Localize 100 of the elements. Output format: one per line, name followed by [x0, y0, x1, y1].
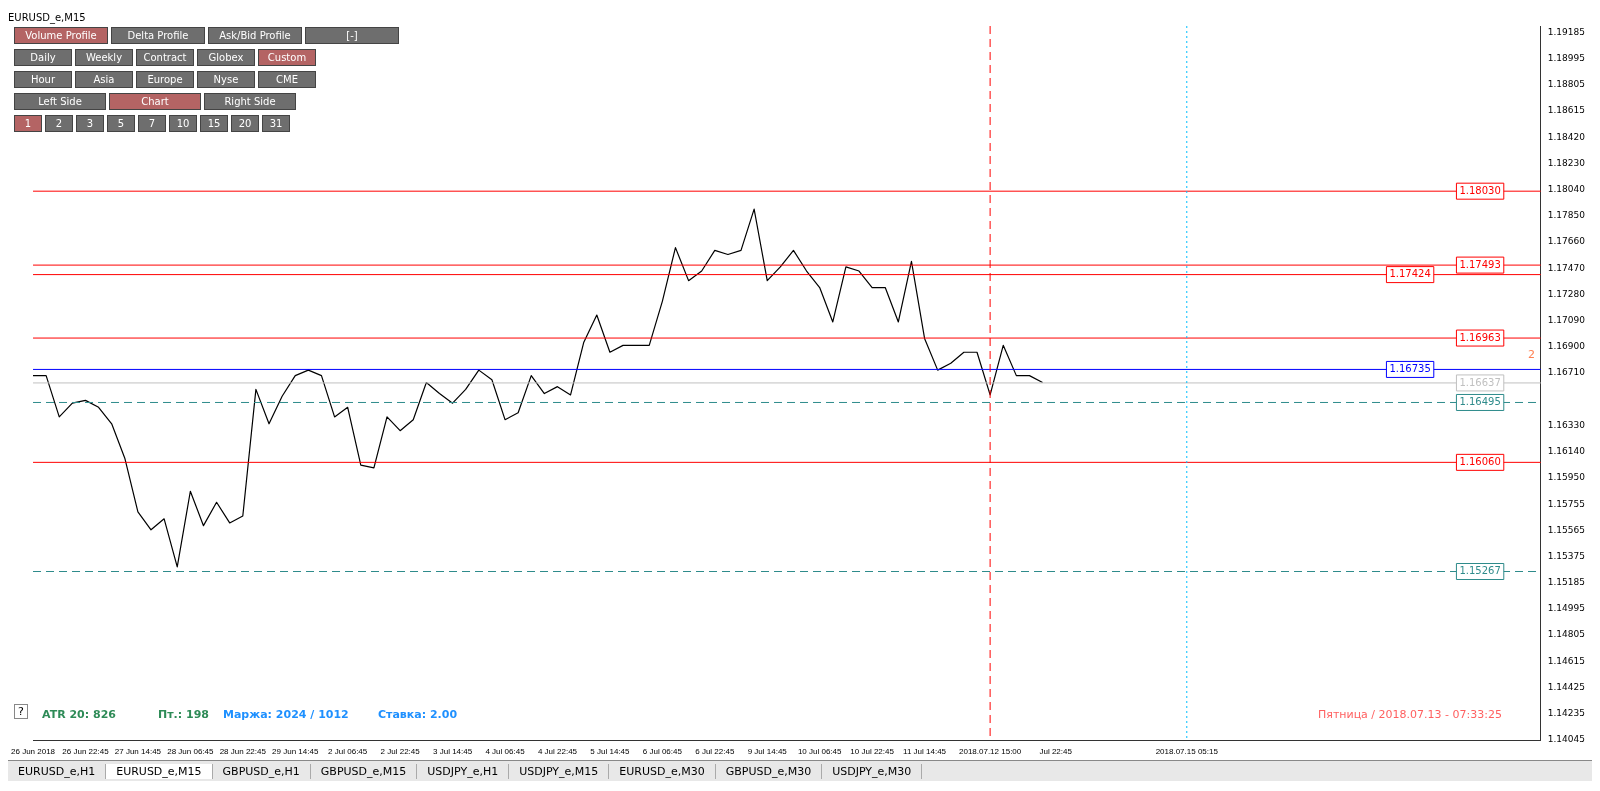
text: ? [14, 704, 28, 719]
annotation: ATR 20: 826 [42, 708, 116, 721]
button: Ask/Bid Profile [208, 27, 302, 44]
ref-line-label: 1.17493 [1459, 258, 1501, 270]
button: 5 [107, 115, 135, 132]
x-tick-label: 11 Jul 14:45 [903, 747, 947, 757]
button: Europe [136, 71, 194, 88]
y-tick-label: 1.19185 [1547, 26, 1585, 37]
y-tick-label: 1.17470 [1547, 262, 1586, 273]
ref-line-label: 1.18030 [1459, 184, 1501, 196]
x-tick-label: 4 Jul 06:45 [485, 747, 526, 757]
y-tick-label: 1.18040 [1547, 184, 1586, 195]
button: Delta Profile [111, 27, 205, 44]
button: 15 [200, 115, 228, 132]
x-tick-label: 28 Jun 06:45 [167, 747, 215, 757]
y-tick-label: 1.15950 [1547, 471, 1586, 482]
y-tick-label: 1.17850 [1547, 210, 1586, 221]
button: Globex [197, 49, 255, 66]
button: 31 [262, 115, 290, 132]
x-tick-label: 4 Jul 22:45 [537, 747, 578, 757]
ref-line-label: 1.16060 [1459, 455, 1501, 467]
button: CME [258, 71, 316, 88]
x-tick-label: 26 Jun 22:45 [62, 747, 110, 757]
y-tick-label: 1.17090 [1547, 314, 1586, 325]
x-tick-label: 10 Jul 06:45 [797, 747, 843, 757]
button: 1 [14, 115, 42, 132]
y-tick-label: 1.16140 [1547, 445, 1586, 456]
button: 7 [138, 115, 166, 132]
button: Custom [258, 49, 316, 66]
button: [-] [305, 27, 399, 44]
button: Contract [136, 49, 194, 66]
y-tick-label: 1.14045 [1547, 734, 1585, 745]
button: 20 [231, 115, 259, 132]
ref-line-label: 1.16637 [1459, 376, 1501, 388]
y-tick-label: 1.18995 [1547, 52, 1585, 63]
text: USDJPY_e,H1 [417, 763, 510, 779]
x-tick-label: 2 Jul 06:45 [328, 747, 368, 757]
y-tick-label: 1.15565 [1547, 524, 1585, 535]
x-tick-label: Jul 22:45 [1039, 747, 1073, 757]
button: Right Side [204, 93, 296, 110]
y-tick-label: 1.15185 [1547, 577, 1585, 588]
x-tick-label: 6 Jul 22:45 [695, 747, 735, 757]
button: 10 [169, 115, 197, 132]
button: Daily [14, 49, 72, 66]
x-tick-label: 2018.07.15 05:15 [1155, 747, 1219, 757]
x-tick-label: 5 Jul 14:45 [590, 747, 631, 757]
x-tick-label: 3 Jul 14:45 [433, 747, 473, 757]
button: Asia [75, 71, 133, 88]
button: Volume Profile [14, 27, 108, 44]
text: EURUSD_e,H1 [8, 763, 107, 779]
ref-line-label: 1.17424 [1389, 268, 1431, 280]
ref-line-label: 1.16963 [1459, 331, 1501, 343]
text: EURUSD_e,M15 [106, 763, 213, 779]
y-tick-label: 1.16330 [1547, 419, 1586, 430]
y-tick-label: 1.14425 [1547, 681, 1585, 692]
text: GBPUSD_e,M30 [715, 763, 823, 779]
button: Left Side [14, 93, 106, 110]
ref-line-label: 1.16495 [1459, 396, 1501, 408]
x-tick-label: 27 Jun 14:45 [114, 747, 162, 757]
button: 2 [45, 115, 73, 132]
x-tick-label: 10 Jul 22:45 [850, 747, 895, 757]
y-tick-label: 1.18615 [1547, 105, 1585, 115]
y-tick-label: 1.17280 [1547, 288, 1586, 299]
y-tick-label: 1.18805 [1547, 78, 1585, 89]
x-tick-label: 2018.07.12 15:00 [958, 747, 1022, 757]
button: Nyse [197, 71, 255, 88]
x-tick-label: 29 Jun 14:45 [272, 747, 319, 757]
x-tick-label: 28 Jun 22:45 [219, 747, 267, 757]
y-tick-label: 1.14615 [1547, 655, 1585, 666]
y-tick-label: 1.16710 [1547, 367, 1586, 378]
y-tick-label: 1.15375 [1547, 550, 1585, 561]
text: EURUSD_e,M30 [609, 763, 716, 779]
text: GBPUSD_e,M15 [310, 763, 418, 779]
x-tick-label: 2 Jul 22:45 [380, 747, 421, 757]
y-tick-label: 1.17660 [1547, 236, 1586, 247]
y-tick-label: 1.14805 [1547, 629, 1585, 640]
x-tick-label: 9 Jul 14:45 [747, 747, 788, 757]
annotation: Пт.: 198 [158, 708, 209, 721]
annotation: 2 [1528, 348, 1535, 361]
ref-line-label: 1.15267 [1459, 565, 1501, 577]
x-tick-label: 26 Jun 2018 [11, 747, 56, 757]
button: Weekly [75, 49, 133, 66]
text: USDJPY_e,M30 [822, 763, 923, 779]
annotation: Пятница / 2018.07.13 - 07:33:25 [1318, 708, 1502, 721]
y-tick-label: 1.16900 [1547, 341, 1586, 352]
button: Chart [109, 93, 201, 110]
y-tick-label: 1.14995 [1547, 603, 1585, 614]
button: 3 [76, 115, 104, 132]
annotation: Ставка: 2.00 [378, 708, 458, 721]
ref-line-label: 1.16735 [1389, 363, 1431, 375]
y-tick-label: 1.15755 [1547, 498, 1585, 509]
text: USDJPY_e,M15 [509, 763, 610, 779]
chart-title: EURUSD_e,M15 [8, 11, 86, 24]
y-tick-label: 1.18230 [1547, 157, 1586, 168]
text: GBPUSD_e,H1 [212, 763, 311, 779]
annotation: Маржа: 2024 / 1012 [223, 708, 349, 721]
button: Hour [14, 71, 72, 88]
y-tick-label: 1.14235 [1547, 707, 1585, 718]
y-tick-label: 1.18420 [1547, 131, 1586, 142]
x-tick-label: 6 Jul 06:45 [642, 747, 683, 757]
